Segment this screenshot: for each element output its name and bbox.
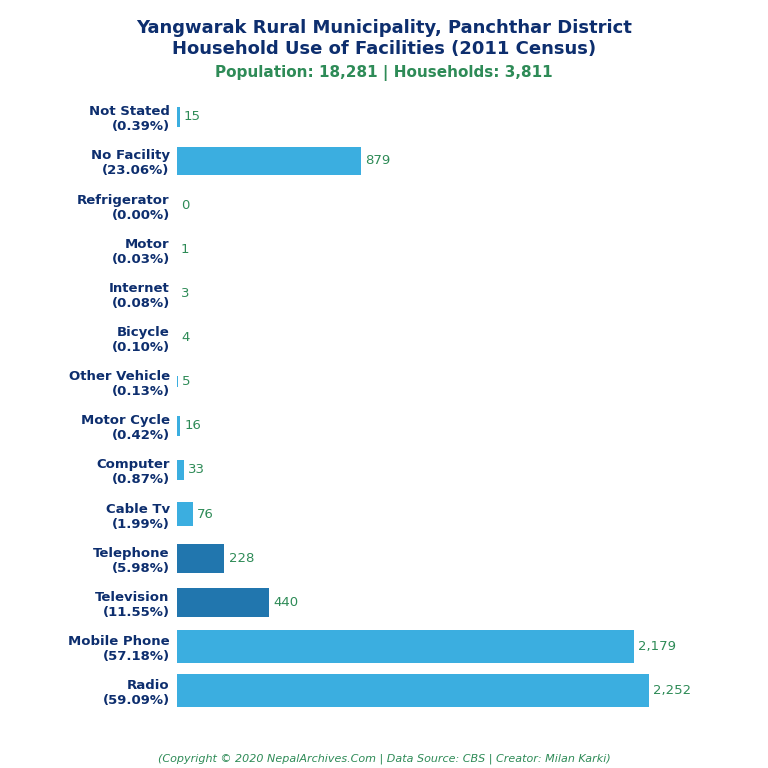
Bar xyxy=(177,544,224,573)
Text: 76: 76 xyxy=(197,508,214,521)
Text: 33: 33 xyxy=(187,463,205,476)
Text: 228: 228 xyxy=(229,551,254,564)
Text: 0: 0 xyxy=(180,199,189,211)
Bar xyxy=(177,502,193,526)
Text: 2,252: 2,252 xyxy=(653,684,691,697)
Text: Population: 18,281 | Households: 3,811: Population: 18,281 | Households: 3,811 xyxy=(215,65,553,81)
Text: 1: 1 xyxy=(181,243,190,256)
Text: 16: 16 xyxy=(184,419,201,432)
Text: 5: 5 xyxy=(182,375,190,388)
Text: 2,179: 2,179 xyxy=(637,640,676,653)
Bar xyxy=(177,630,634,663)
Bar xyxy=(177,460,184,480)
Bar xyxy=(177,107,180,127)
Text: 440: 440 xyxy=(273,596,298,609)
Bar xyxy=(177,415,180,435)
Bar xyxy=(177,588,269,617)
Text: 879: 879 xyxy=(365,154,390,167)
Bar xyxy=(177,674,649,707)
Text: (Copyright © 2020 NepalArchives.Com | Data Source: CBS | Creator: Milan Karki): (Copyright © 2020 NepalArchives.Com | Da… xyxy=(157,753,611,764)
Text: Yangwarak Rural Municipality, Panchthar District: Yangwarak Rural Municipality, Panchthar … xyxy=(136,19,632,37)
Text: 3: 3 xyxy=(181,287,190,300)
Text: 4: 4 xyxy=(182,331,190,344)
Text: 15: 15 xyxy=(184,111,201,123)
Bar xyxy=(177,147,361,175)
Text: Household Use of Facilities (2011 Census): Household Use of Facilities (2011 Census… xyxy=(172,40,596,58)
